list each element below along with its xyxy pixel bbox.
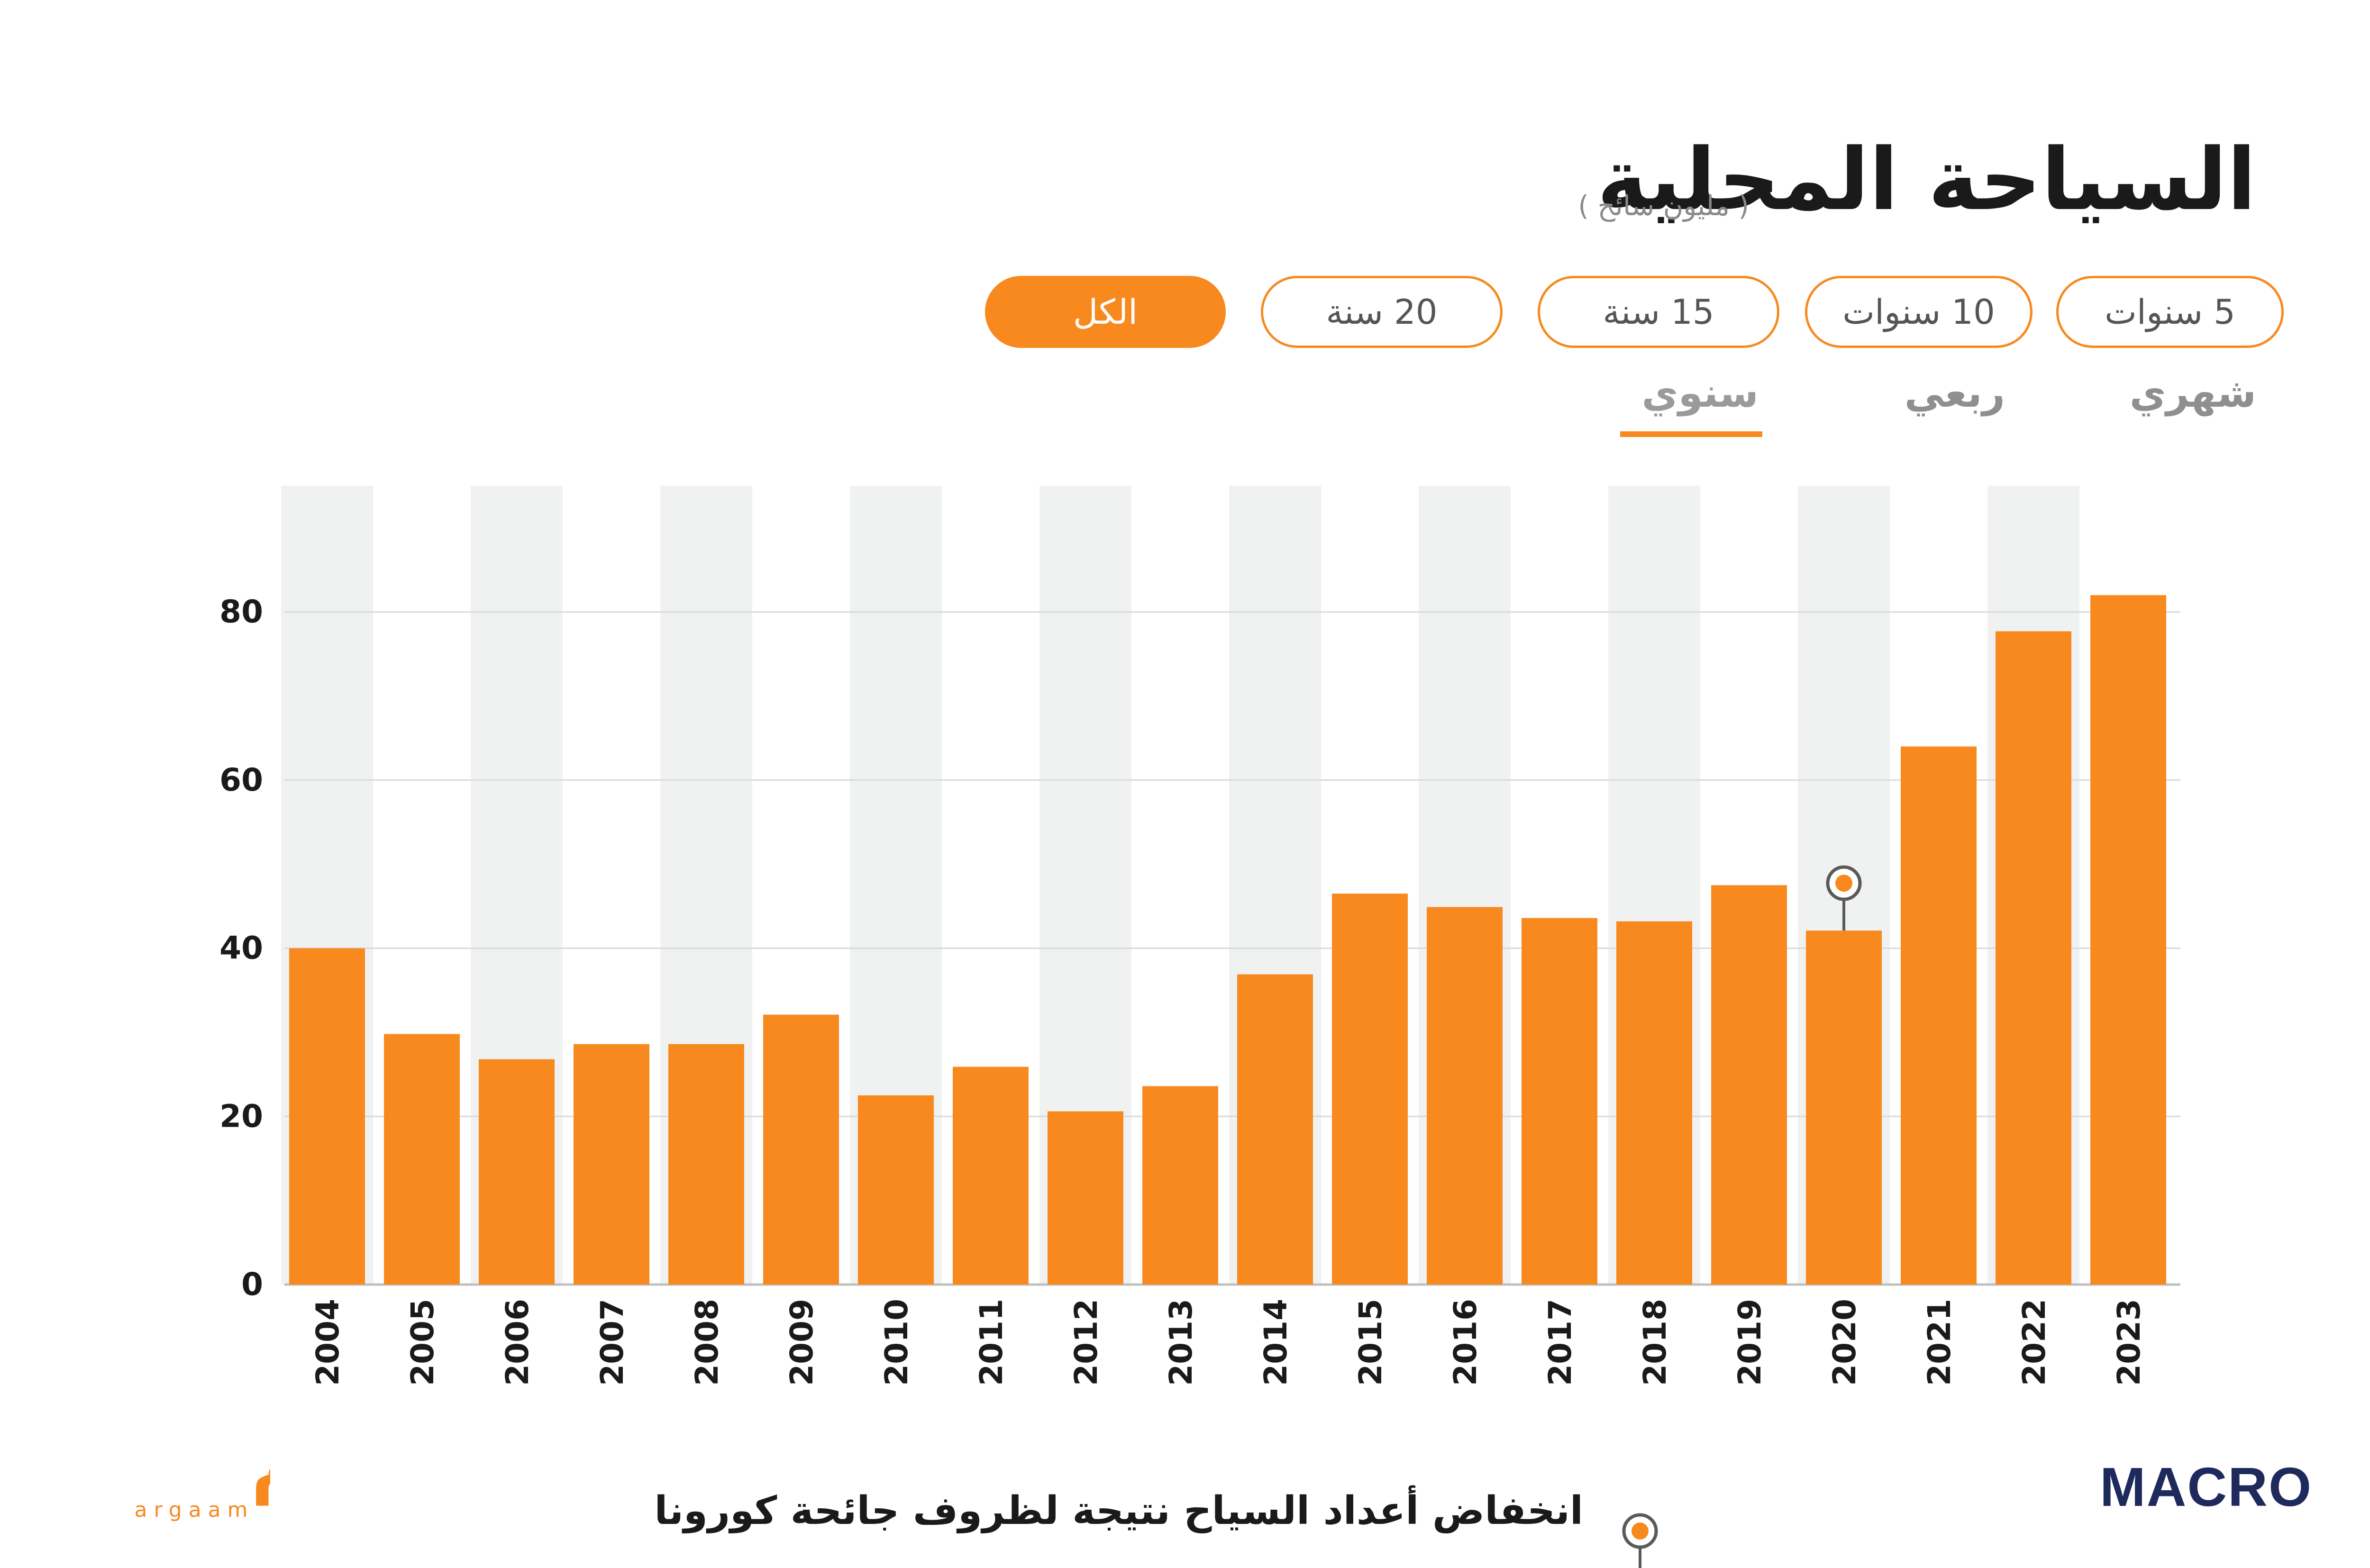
bar-2017 [1522,918,1597,1285]
argaam-logo-arabic: أرقـام [251,1422,270,1506]
bar-2018 [1616,921,1692,1285]
x-tick-label: 2005 [404,1299,441,1386]
unit-subtitle: ( مليون سائح ) [1578,190,1749,222]
argaam-logo-latin: argaam [135,1498,255,1522]
x-tick-label: 2016 [1447,1299,1484,1386]
bar-2014 [1237,974,1313,1285]
range-10-years-button[interactable]: 10 سنوات [1805,276,2033,348]
bar-2005 [384,1034,460,1285]
tab-quarterly[interactable]: ربعي [1904,370,2005,416]
bar-2013 [1142,1086,1218,1285]
x-tick-label: 2017 [1542,1299,1578,1386]
range-all-button[interactable]: الكل [985,276,1226,348]
y-tick-label: 60 [219,762,263,798]
covid-annotation [1826,865,1862,931]
bars [289,595,2166,1285]
bar-2020 [1806,930,1882,1285]
covid-note: انخفاض أعداد السياح نتيجة لظروف جائحة كو… [654,1488,1583,1533]
bar-2011 [953,1067,1029,1285]
annotation-dot [1835,875,1852,892]
x-tick-label: 2019 [1732,1299,1768,1386]
y-tick-label: 80 [219,593,263,630]
range-5-years-button[interactable]: 5 سنوات [2056,276,2284,348]
x-tick-label: 2020 [1826,1299,1863,1386]
range-15-years-button[interactable]: 15 سنة [1538,276,1779,348]
bar-2004 [289,948,365,1285]
x-tick-label: 2013 [1163,1299,1199,1386]
y-tick-label: 0 [241,1266,263,1303]
y-tick-label: 40 [219,930,263,966]
pin-dot [1632,1522,1649,1540]
location-pin-icon [1622,1513,1658,1568]
x-tick-label: 2010 [878,1299,915,1386]
argaam-logo-mark: أرقـام argaam [135,1418,466,1522]
argaam-logo: أرقـام argaam [52,1418,466,1533]
x-tick-label: 2009 [784,1299,820,1386]
x-tick-label: 2023 [2111,1299,2147,1386]
x-tick-label: 2012 [1068,1299,1104,1386]
x-tick-label: 2011 [973,1299,1010,1386]
bar-2009 [763,1014,839,1285]
x-tick-label: 2021 [1921,1299,1958,1386]
x-tick-label: 2015 [1352,1299,1389,1386]
x-tick-label: 2007 [594,1299,630,1386]
y-axis-labels: 0 20 40 60 80 [219,593,263,1303]
bar-2019 [1711,885,1787,1285]
bar-2015 [1332,893,1408,1285]
x-axis-labels: 2004 2005 2006 2007 2008 2009 2010 2011 2012 2013… [310,1299,2147,1386]
bar-2021 [1901,746,1977,1285]
x-tick-label: 2008 [689,1299,725,1386]
tab-yearly-underline [1620,431,1762,437]
bar-2012 [1048,1111,1123,1285]
page-title: السياحة المحلية [1597,130,2256,229]
bar-2010 [858,1095,934,1285]
x-tick-label: 2006 [499,1299,536,1386]
bar-2008 [668,1044,744,1285]
range-20-years-button[interactable]: 20 سنة [1261,276,1503,348]
y-tick-label: 20 [219,1098,263,1134]
bar-2023 [2090,595,2166,1285]
x-tick-label: 2004 [310,1299,346,1386]
bar-2007 [574,1044,649,1285]
x-tick-label: 2018 [1637,1299,1673,1386]
x-tick-label: 2022 [2016,1299,2052,1386]
bar-2022 [1996,631,2071,1285]
macro-logo: MACRO [2100,1456,2313,1518]
bar-2006 [479,1059,555,1285]
x-tick-label: 2014 [1258,1299,1294,1386]
bar-2016 [1427,907,1503,1285]
tab-yearly[interactable]: سنوي [1641,370,1759,416]
tab-monthly[interactable]: شهري [2129,370,2256,416]
